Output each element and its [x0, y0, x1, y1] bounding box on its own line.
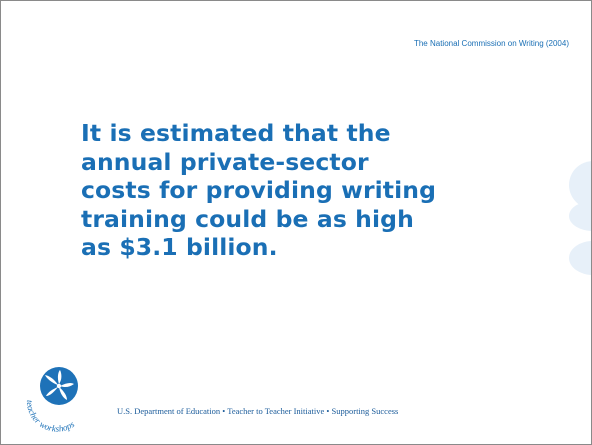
- main-statement-line-2: annual private-sector: [81, 147, 369, 176]
- main-statement-line-3: costs for providing writing: [81, 176, 437, 204]
- decorative-circle-2: [569, 201, 591, 231]
- logo-text: teacher workshops: [25, 400, 77, 434]
- main-statement-line-1: It is estimated that the: [81, 119, 391, 147]
- main-statement-line-4: training could be as high: [81, 204, 414, 233]
- decorative-circle-3: [569, 241, 591, 275]
- star-logo-icon: teacher workshops: [25, 367, 78, 434]
- citation: The National Commission on Writing (2004…: [413, 39, 569, 48]
- footer-tagline: U.S. Department of Education • Teacher t…: [117, 406, 399, 416]
- svg-text:teacher workshops: teacher workshops: [25, 400, 77, 434]
- main-statement-line-5: as $3.1 billion.: [81, 233, 278, 261]
- main-statement: It is estimated that the annual private-…: [81, 119, 521, 262]
- decorative-circle-1: [569, 161, 591, 209]
- teacher-workshops-logo: teacher workshops: [19, 356, 99, 434]
